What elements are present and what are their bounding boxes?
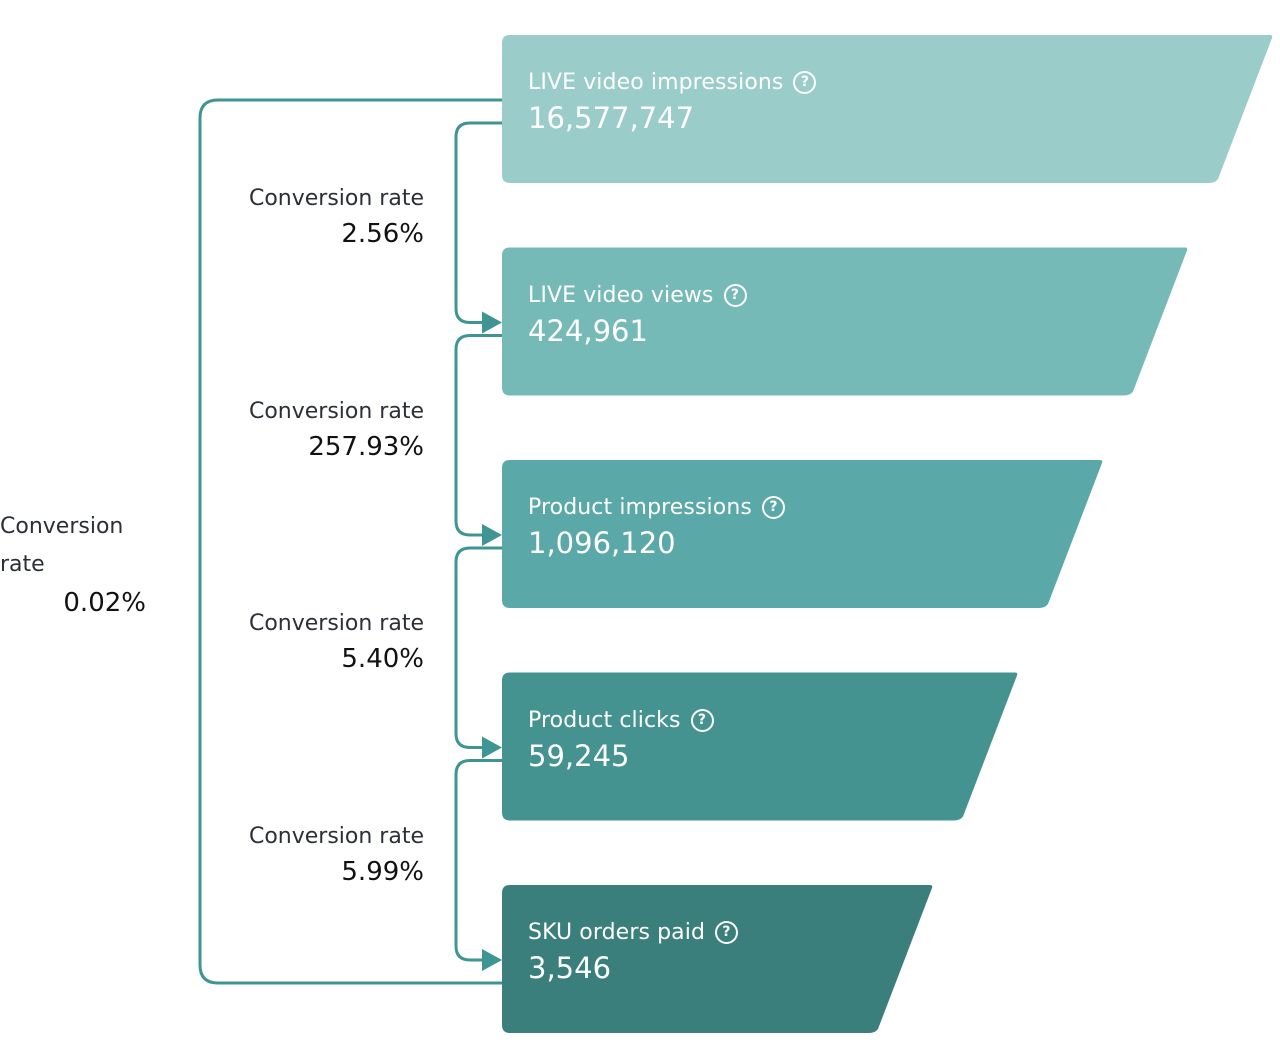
stage-3-value: 59,245	[528, 739, 630, 773]
stage-4-text: SKU orders paid ? 3,546	[528, 920, 739, 985]
step-conversion-0-value: 2.56%	[341, 219, 424, 249]
overall-connector	[198, 98, 502, 985]
stage-2-value: 1,096,120	[528, 526, 676, 560]
step-arrow-1	[482, 524, 502, 546]
stage-2-label-row: Product impressions ?	[528, 495, 785, 520]
step-conversion-0-label: Conversion rate	[248, 186, 424, 211]
stage-4-label: SKU orders paid	[528, 920, 706, 945]
question-circle-icon[interactable]: ?	[715, 921, 739, 944]
step-conversion-2-value: 5.40%	[341, 644, 424, 674]
step-connector-3	[454, 759, 502, 962]
step-conversion-0: Conversion rate 2.56%	[249, 186, 424, 249]
step-connector-0	[454, 121, 502, 324]
funnel-stage-0	[502, 35, 1273, 183]
step-conversion-3-label: Conversion rate	[248, 824, 424, 849]
stage-0-label: LIVE video impressions	[528, 70, 784, 95]
step-conversion-2: Conversion rate 5.40%	[249, 611, 424, 674]
funnel-stage-1	[502, 247, 1188, 396]
stage-3-label: Product clicks	[528, 708, 681, 733]
question-circle-icon[interactable]: ?	[761, 496, 785, 519]
step-arrow-2	[482, 736, 502, 759]
step-connector-1	[454, 334, 502, 537]
stage-4-label-row: SKU orders paid ?	[528, 920, 739, 945]
question-circle-icon[interactable]: ?	[690, 709, 714, 732]
stage-0-text: LIVE video impressions ? 16,577,747	[528, 70, 817, 135]
stage-1-text: LIVE video views ? 424,961	[528, 283, 747, 348]
question-circle-icon[interactable]: ?	[793, 71, 817, 94]
step-connector-2	[454, 546, 502, 749]
stage-1-label: LIVE video views	[528, 283, 714, 308]
stage-2-text: Product impressions ? 1,096,120	[528, 495, 785, 560]
overall-conversion-label-line2: rate	[0, 552, 45, 577]
question-circle-icon[interactable]: ?	[723, 284, 747, 307]
stage-0-label-row: LIVE video impressions ?	[528, 70, 817, 95]
funnel-stage-3	[502, 672, 1018, 821]
step-arrow-3	[482, 949, 502, 971]
step-conversion-3-value: 5.99%	[341, 857, 424, 887]
funnel-stage-4	[502, 885, 933, 1033]
step-conversion-1-value: 257.93%	[308, 432, 424, 462]
step-arrow-0	[482, 311, 502, 334]
funnel-stage-2	[502, 460, 1103, 608]
overall-conversion-value: 0.02%	[63, 588, 146, 618]
stage-1-label-row: LIVE video views ?	[528, 283, 747, 308]
overall-conversion: Conversion rate 0.02%	[0, 508, 146, 618]
stage-4-value: 3,546	[528, 951, 612, 985]
stage-3-label-row: Product clicks ?	[528, 708, 714, 733]
stage-3-text: Product clicks ? 59,245	[528, 708, 714, 773]
step-conversion-1: Conversion rate 257.93%	[249, 399, 424, 462]
stage-0-value: 16,577,747	[528, 101, 695, 135]
stage-2-label: Product impressions	[528, 495, 752, 520]
stage-1-value: 424,961	[528, 314, 648, 348]
step-conversion-3: Conversion rate 5.99%	[249, 824, 424, 887]
step-conversion-1-label: Conversion rate	[248, 399, 424, 424]
overall-conversion-label-line1: Conversion	[0, 514, 124, 539]
step-conversion-2-label: Conversion rate	[248, 611, 424, 636]
